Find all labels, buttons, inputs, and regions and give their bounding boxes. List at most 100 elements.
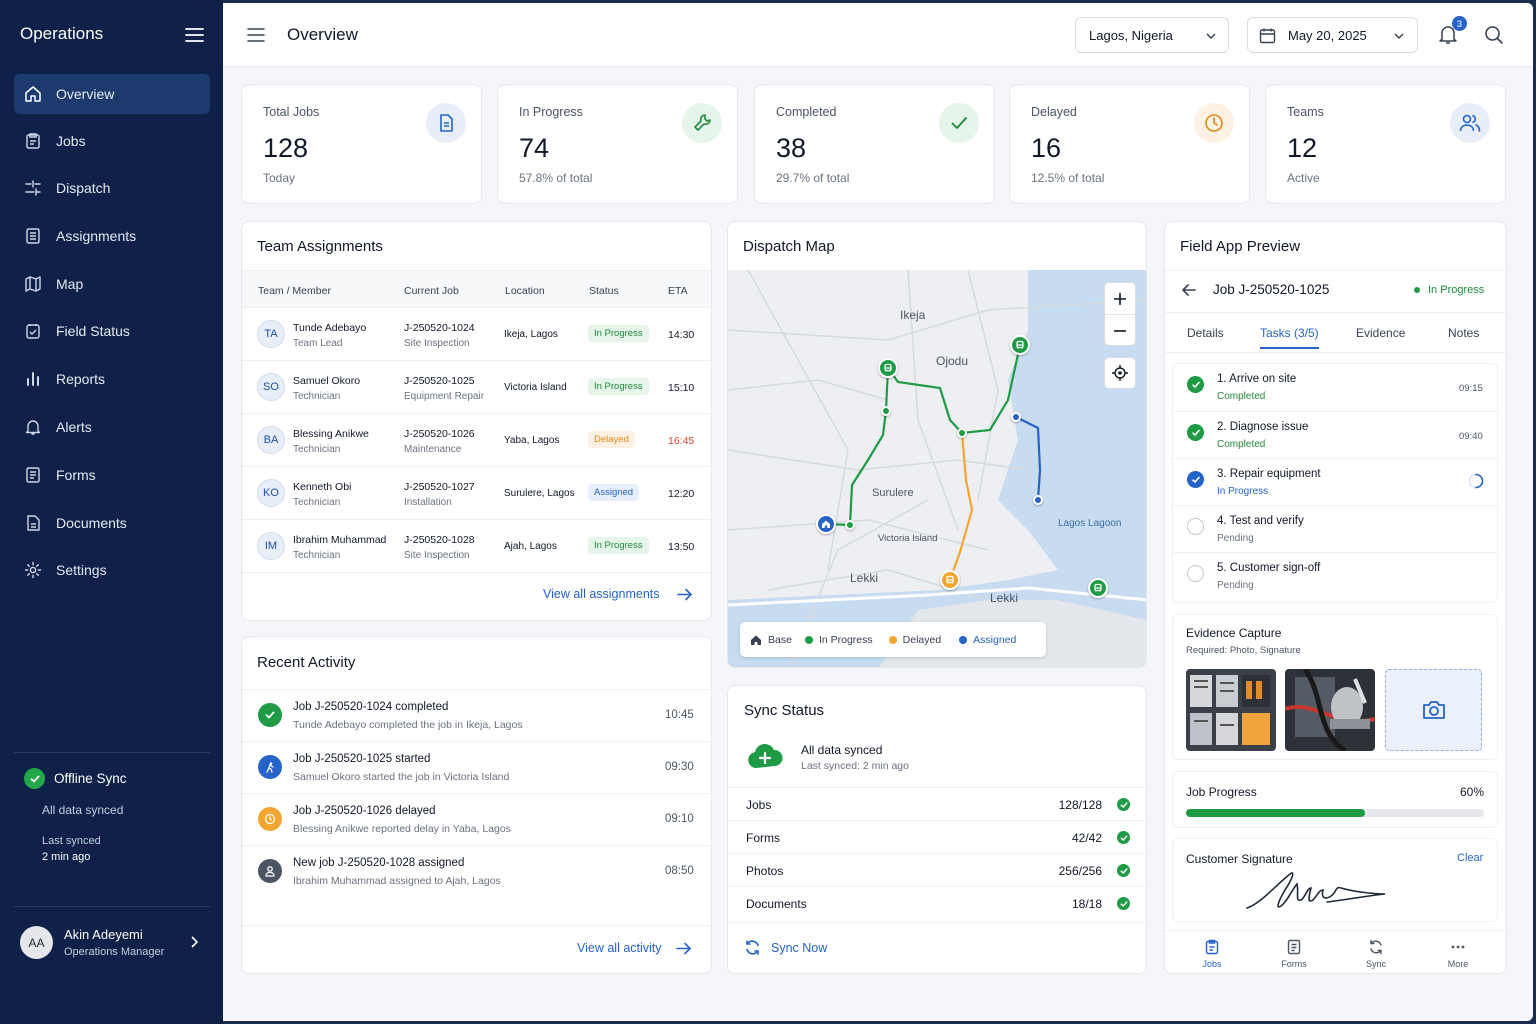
sidebar-item-settings[interactable]: Settings <box>14 550 210 590</box>
add-photo-button[interactable] <box>1385 669 1482 751</box>
home-icon <box>750 634 762 646</box>
sidebar-item-field-status[interactable]: Field Status <box>14 311 210 351</box>
table-row[interactable]: BA Blessing Anikwe Technician J-250520-1… <box>242 413 712 466</box>
progress-track <box>1186 809 1484 817</box>
view-all-activity-link[interactable]: View all activity <box>577 941 692 955</box>
sidebar-item-documents[interactable]: Documents <box>14 503 210 543</box>
stat-card[interactable]: Total Jobs 128 Today <box>241 84 482 204</box>
task-item[interactable]: 2. Diagnose issue Completed 09:40 <box>1173 411 1497 458</box>
divider <box>1165 352 1506 353</box>
waypoint-marker[interactable] <box>881 406 891 416</box>
menu-icon[interactable] <box>185 27 204 43</box>
activity-title: Job J-250520-1024 completed <box>293 701 449 713</box>
table-row[interactable]: IM Ibrahim Muhammad Technician J-250520-… <box>242 519 712 572</box>
bottom-nav-more[interactable]: More <box>1417 931 1499 973</box>
crosshair-icon <box>1112 365 1128 381</box>
tab-details[interactable]: Details <box>1187 326 1224 340</box>
status-dot <box>1414 287 1420 293</box>
zoom-in-button[interactable] <box>1105 283 1135 314</box>
activity-title: New job J-250520-1028 assigned <box>293 857 465 869</box>
base-marker[interactable] <box>816 514 836 534</box>
task-item[interactable]: 3. Repair equipment In Progress <box>1173 458 1497 505</box>
member-name: Tunde Adebayo <box>293 322 367 334</box>
map-view[interactable]: Ikeja Ojodu Surulere Victoria Island Lek… <box>728 270 1146 667</box>
sidebar-item-assignments[interactable]: Assignments <box>14 216 210 256</box>
sync-row: Photos 256/256 <box>728 853 1146 886</box>
bottom-nav-jobs[interactable]: Jobs <box>1171 931 1253 973</box>
stat-card[interactable]: Completed 38 29.7% of total <box>754 84 995 204</box>
stat-card[interactable]: Teams 12 Active <box>1265 84 1506 204</box>
sync-now-button[interactable]: Sync Now <box>744 939 827 956</box>
view-all-assignments-link[interactable]: View all assignments <box>543 587 693 601</box>
sidebar-item-label: Assignments <box>56 228 137 244</box>
activity-desc: Samuel Okoro started the job in Victoria… <box>293 771 510 783</box>
waypoint-marker[interactable] <box>957 428 967 438</box>
vehicle-marker[interactable] <box>1088 578 1108 598</box>
check-icon <box>24 768 45 789</box>
waypoint-marker[interactable] <box>845 520 855 530</box>
stat-label: Completed <box>776 105 837 119</box>
stat-card[interactable]: In Progress 74 57.8% of total <box>497 84 738 204</box>
stat-subtext: 57.8% of total <box>519 171 593 185</box>
job-type: Equipment Repair <box>404 391 485 402</box>
eta: 12:20 <box>668 488 695 500</box>
avatar: AA <box>20 926 53 959</box>
activity-time: 10:45 <box>665 709 694 721</box>
task-item[interactable]: 5. Customer sign-off Pending <box>1173 552 1497 599</box>
users-icon <box>1450 103 1490 143</box>
status-badge: Delayed <box>588 431 635 448</box>
evidence-photo[interactable] <box>1186 669 1276 751</box>
task-time: 09:15 <box>1459 383 1483 394</box>
vehicle-marker[interactable] <box>1010 335 1030 355</box>
job-location: Ikeja, Lagos <box>504 329 558 340</box>
bottom-nav-sync[interactable]: Sync <box>1335 931 1417 973</box>
vehicle-marker[interactable] <box>878 358 898 378</box>
top-bar: Overview Lagos, Nigeria May 20, 2025 3 <box>223 3 1533 67</box>
stat-card[interactable]: Delayed 16 12.5% of total <box>1009 84 1250 204</box>
locate-button[interactable] <box>1104 357 1136 389</box>
evidence-photo[interactable] <box>1285 669 1375 751</box>
sidebar-item-jobs[interactable]: Jobs <box>14 121 210 161</box>
user-profile[interactable]: AA Akin Adeyemi Operations Manager <box>14 918 210 966</box>
activity-item[interactable]: Job J-250520-1026 delayed Blessing Anikw… <box>242 793 712 845</box>
sidebar-item-forms[interactable]: Forms <box>14 455 210 495</box>
task-item[interactable]: 4. Test and verify Pending <box>1173 505 1497 552</box>
sidebar-item-dispatch[interactable]: Dispatch <box>14 168 210 208</box>
task-item[interactable]: 1. Arrive on site Completed 09:15 <box>1173 364 1497 411</box>
back-arrow-icon[interactable] <box>1182 284 1196 296</box>
sidebar-item-label: Overview <box>56 86 115 102</box>
zoom-out-button[interactable] <box>1105 315 1135 346</box>
sidebar-item-alerts[interactable]: Alerts <box>14 407 210 447</box>
activity-item[interactable]: Job J-250520-1024 completed Tunde Adebay… <box>242 689 712 741</box>
bell-icon <box>24 418 56 436</box>
sidebar-item-reports[interactable]: Reports <box>14 359 210 399</box>
spinner-icon <box>1468 473 1484 489</box>
activity-item[interactable]: Job J-250520-1025 started Samuel Okoro s… <box>242 741 712 793</box>
vehicle-marker[interactable] <box>940 570 960 590</box>
tab-evidence[interactable]: Evidence <box>1356 326 1406 340</box>
member-name: Samuel Okoro <box>293 375 361 387</box>
sync-status-card: Sync Status All data synced Last synced:… <box>727 685 1147 974</box>
search-icon[interactable] <box>1484 25 1504 45</box>
location-select[interactable]: Lagos, Nigeria <box>1075 17 1229 53</box>
signature-drawing[interactable] <box>1245 866 1391 918</box>
activity-item[interactable]: New job J-250520-1028 assigned Ibrahim M… <box>242 845 712 897</box>
form-icon <box>24 466 56 484</box>
bottom-nav-forms[interactable]: Forms <box>1253 931 1335 973</box>
notifications-button[interactable]: 3 <box>1437 16 1467 47</box>
date-picker[interactable]: May 20, 2025 <box>1247 17 1418 53</box>
menu-icon[interactable] <box>247 28 265 42</box>
tab-tasks[interactable]: Tasks (3/5) <box>1260 326 1319 349</box>
clear-signature-button[interactable]: Clear <box>1457 852 1484 864</box>
table-row[interactable]: TA Tunde Adebayo Team Lead J-250520-1024… <box>242 307 712 360</box>
tab-notes[interactable]: Notes <box>1448 326 1480 340</box>
home-icon <box>24 85 56 103</box>
stat-value: 12 <box>1287 133 1318 163</box>
table-row[interactable]: SO Samuel Okoro Technician J-250520-1025… <box>242 360 712 413</box>
sidebar-item-overview[interactable]: Overview <box>14 74 210 114</box>
sidebar-item-map[interactable]: Map <box>14 264 210 304</box>
avatar: IM <box>257 532 285 560</box>
waypoint-marker[interactable] <box>1011 412 1021 422</box>
table-row[interactable]: KO Kenneth Obi Technician J-250520-1027 … <box>242 466 712 519</box>
waypoint-marker[interactable] <box>1033 495 1043 505</box>
